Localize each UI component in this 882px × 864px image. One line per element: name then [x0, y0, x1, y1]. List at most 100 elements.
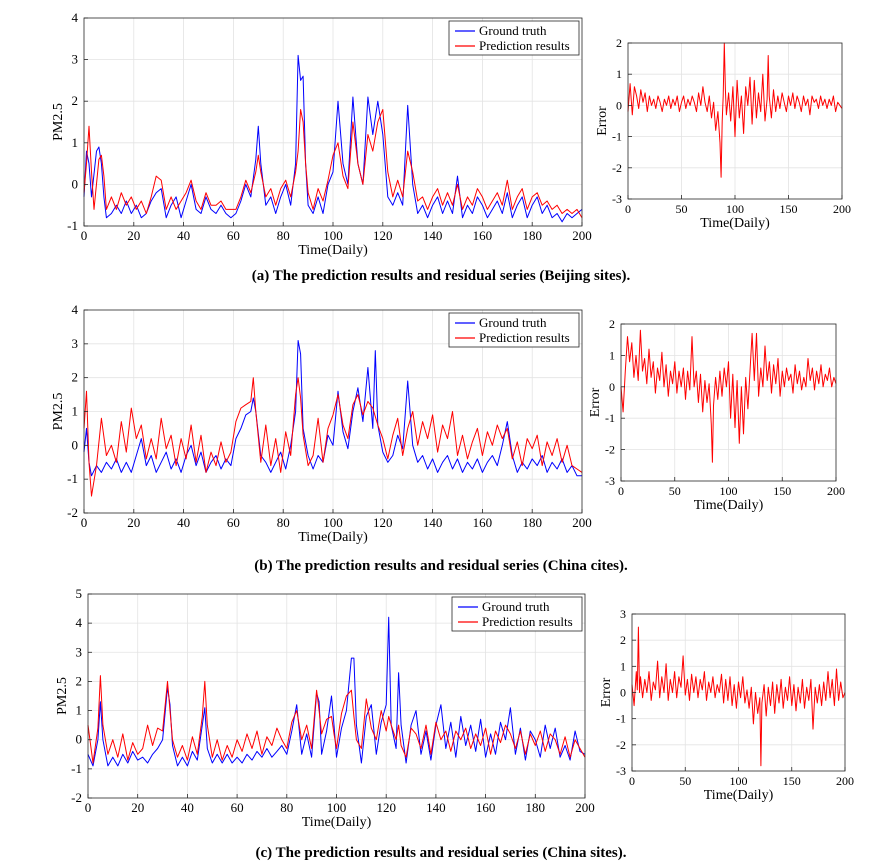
x-tick-label: 40	[177, 228, 190, 243]
y-tick-label: 2	[609, 317, 615, 331]
y-tick-label: 1	[72, 135, 79, 150]
x-axis-label: Time(Daily)	[700, 216, 770, 231]
x-tick-label: 150	[773, 484, 791, 498]
y-tick-label: 2	[72, 370, 79, 385]
x-tick-label: 20	[127, 228, 140, 243]
series-error	[631, 626, 846, 767]
x-tick-label: 100	[726, 202, 744, 216]
y-tick-label: 1	[620, 659, 626, 673]
chart-c-main: 0 20 40 60 80 100 120 140 160 180 200 -2 -1 0 1 2 3 4 5 Tim…	[55, 586, 595, 830]
x-tick-label: 200	[833, 202, 851, 216]
y-tick-label: -3	[605, 474, 615, 488]
y-tick-label: 2	[616, 36, 622, 50]
x-tick-label: 140	[426, 800, 446, 815]
x-tick-label: 0	[81, 515, 88, 530]
y-axis-label: Error	[595, 106, 610, 136]
x-axis-label: Time(Daily)	[298, 243, 368, 258]
x-tick-label: 80	[280, 800, 293, 815]
series-ground-truth	[83, 54, 583, 223]
caption-c: (c) The prediction results and residual …	[255, 845, 627, 861]
y-tick-label: 0	[609, 380, 615, 394]
y-tick-label: 0	[72, 176, 79, 191]
chart-a-error: 0 50 100 150 200 -3 -2 -1 0 1 2 Time(Daily) Error	[595, 36, 851, 231]
x-tick-label: 180	[522, 515, 542, 530]
chart-a-main: 0 20 40 60 80 100 120 140 160 180 200-101234Time(D…	[51, 10, 592, 258]
x-tick-label: 100	[327, 800, 347, 815]
y-tick-label: 4	[76, 615, 83, 630]
x-tick-label: 40	[177, 515, 190, 530]
y-tick-label: 1	[609, 348, 615, 362]
x-tick-label: 140	[423, 515, 443, 530]
y-tick-label: 2	[620, 633, 626, 647]
y-tick-label: -1	[67, 471, 78, 486]
series-prediction-results	[83, 109, 583, 218]
y-tick-label: -1	[605, 411, 615, 425]
y-tick-label: -2	[616, 738, 626, 752]
y-tick-label: 0	[616, 98, 622, 112]
y-tick-label: 4	[72, 302, 79, 317]
x-tick-label: 120	[373, 228, 393, 243]
x-tick-label: 200	[572, 228, 592, 243]
y-tick-label: 2	[72, 93, 79, 108]
x-tick-label: 100	[730, 774, 748, 788]
x-tick-label: 50	[679, 774, 691, 788]
y-axis-label: Error	[599, 677, 614, 707]
x-tick-label: 50	[676, 202, 688, 216]
caption-a: (a) The prediction results and residual …	[251, 268, 631, 284]
y-tick-label: 0	[76, 732, 83, 747]
y-tick-label: -1	[616, 712, 626, 726]
series-error	[627, 42, 843, 178]
x-tick-label: 200	[572, 515, 592, 530]
y-tick-label: -3	[612, 192, 622, 206]
y-tick-label: 0	[620, 686, 626, 700]
y-tick-label: 1	[616, 67, 622, 81]
series-ground-truth	[87, 616, 586, 767]
x-tick-label: 0	[85, 800, 92, 815]
x-tick-label: 200	[827, 484, 845, 498]
y-axis-label: PM2.5	[51, 103, 66, 141]
x-tick-label: 200	[836, 774, 854, 788]
x-tick-label: 50	[669, 484, 681, 498]
y-tick-label: 3	[72, 336, 79, 351]
caption-b: (b) The prediction results and residual …	[254, 558, 628, 574]
y-tick-label: 1	[72, 404, 79, 419]
x-tick-label: 100	[323, 515, 343, 530]
legend-box	[448, 312, 580, 348]
series-error	[620, 329, 837, 463]
x-tick-label: 120	[376, 800, 396, 815]
legend-label: Prediction results	[479, 38, 570, 53]
x-tick-label: 120	[373, 515, 393, 530]
y-tick-label: -2	[71, 790, 82, 805]
x-axis-label: Time(Daily)	[704, 788, 774, 803]
chart-b-error: 0 50 100 150 200 -3 -2 -1 0 1 2 Time(Daily) Error	[588, 317, 845, 513]
x-tick-label: 40	[181, 800, 194, 815]
x-tick-label: 150	[783, 774, 801, 788]
y-tick-label: -2	[67, 505, 78, 520]
y-tick-label: 2	[76, 673, 83, 688]
y-tick-label: -2	[605, 443, 615, 457]
legend-label: Ground truth	[479, 315, 547, 330]
x-tick-label: 20	[131, 800, 144, 815]
y-tick-label: 3	[72, 52, 79, 67]
x-tick-label: 0	[625, 202, 631, 216]
chart-c-error: 0 50 100 150 200 -3 -2 -1 0 1 2 3 Time(Daily) Error	[599, 607, 854, 803]
y-tick-label: -1	[71, 761, 82, 776]
y-axis-label: PM2.5	[55, 677, 70, 715]
legend-label: Prediction results	[479, 330, 570, 345]
series-prediction-results	[83, 377, 583, 497]
y-tick-label: 3	[76, 644, 83, 659]
legend-label: Ground truth	[482, 599, 550, 614]
y-tick-label: 5	[76, 586, 83, 601]
chart-b-main: 0 20 40 60 80 100 120 140 160 180 200 -2 -1 0 1 2 3 4 Time…	[51, 302, 592, 545]
y-tick-label: 3	[620, 607, 626, 621]
y-tick-label: 4	[72, 10, 79, 25]
x-tick-label: 160	[473, 228, 493, 243]
y-tick-label: 1	[76, 703, 83, 718]
x-tick-label: 100	[720, 484, 738, 498]
legend-box	[448, 20, 580, 56]
x-axis-label: Time(Daily)	[302, 815, 372, 830]
x-tick-label: 0	[618, 484, 624, 498]
